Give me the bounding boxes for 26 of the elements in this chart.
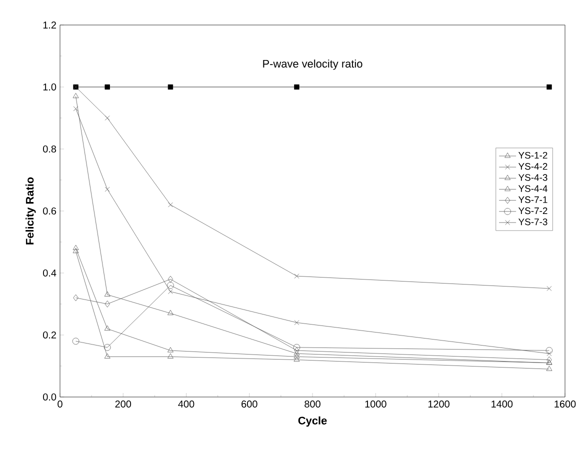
y-axis-title: Felicity Ratio: [26, 177, 36, 244]
y-tick-label: 0.6: [43, 207, 56, 215]
x-tick-label: 1000: [365, 400, 386, 408]
x-tick-label: 800: [304, 400, 320, 408]
x-axis-title: Cycle: [298, 416, 327, 427]
x-tick-label: 1400: [492, 400, 513, 408]
legend-label: YS-4-2: [518, 163, 548, 170]
y-tick-label: 0.0: [43, 393, 56, 401]
x-tick-label: 0: [58, 400, 62, 408]
x-tick-label: 400: [178, 400, 194, 408]
series-label: P-wave velocity ratio: [263, 60, 362, 70]
legend-label: YS-4-3: [518, 174, 548, 181]
y-tick-label: 0.8: [43, 145, 56, 153]
y-tick-label: 0.4: [43, 269, 56, 277]
legend-label: YS-7-2: [518, 207, 548, 214]
x-tick-label: 200: [115, 400, 132, 408]
legend-label: YS-1-2: [518, 152, 548, 159]
legend-label: YS-7-1: [518, 196, 548, 204]
x-tick-label: 1200: [428, 400, 450, 408]
legend-label: YS-7-3: [518, 218, 548, 226]
y-tick-label: 0.2: [43, 331, 56, 339]
y-tick-label: 1.0: [43, 83, 56, 91]
legend-label: YS-4-4: [518, 185, 548, 192]
y-tick-label: 1.2: [43, 22, 56, 28]
x-tick-label: 1600: [554, 400, 576, 408]
x-tick-label: 600: [242, 400, 258, 408]
